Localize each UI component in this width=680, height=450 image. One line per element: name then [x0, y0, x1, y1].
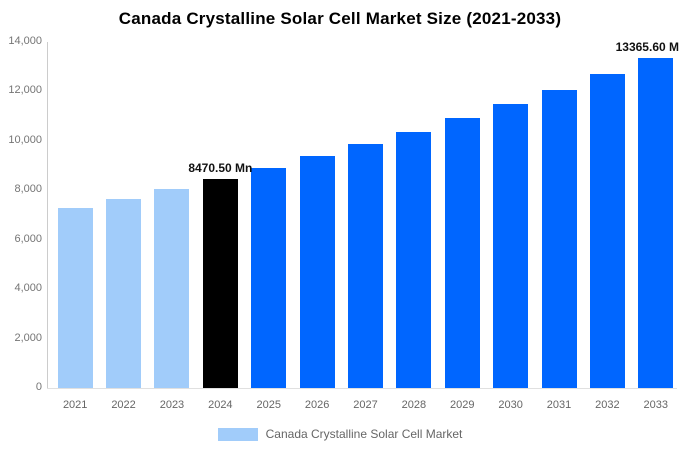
- y-tick-0: 0: [35, 381, 42, 393]
- bar-2031[interactable]: [541, 89, 577, 388]
- y-tick-6000: 6,000: [14, 232, 42, 245]
- legend-swatch[interactable]: [217, 427, 258, 441]
- x-tick-2024: 2024: [208, 399, 233, 411]
- value-label-2024: 8470.50 Mn: [188, 160, 253, 175]
- bar-2029[interactable]: [444, 118, 480, 388]
- y-tick-14000: 14,000: [8, 35, 42, 47]
- bar-2026[interactable]: [299, 156, 335, 388]
- x-tick-2033: 2033: [643, 399, 669, 411]
- x-tick-2022: 2022: [111, 399, 136, 411]
- x-tick-2027: 2027: [353, 399, 378, 411]
- bar-2027[interactable]: [348, 144, 383, 388]
- y-axis-line: [47, 42, 48, 388]
- x-tick-2032: 2032: [595, 399, 620, 411]
- bar-2032[interactable]: [589, 74, 625, 388]
- x-tick-2021: 2021: [62, 399, 88, 411]
- chart-title: Canada Crystalline Solar Cell Market Siz…: [118, 9, 562, 28]
- y-tick-12000: 12,000: [8, 84, 42, 97]
- x-axis-line: [47, 388, 677, 389]
- legend-label[interactable]: Canada Crystalline Solar Cell Market: [265, 427, 463, 441]
- bar-2033[interactable]: [638, 57, 674, 388]
- bar-2022[interactable]: [106, 198, 142, 388]
- legend: Canada Crystalline Solar Cell Market: [0, 427, 680, 441]
- bar-2024[interactable]: [202, 178, 238, 388]
- y-tick-2000: 2,000: [14, 331, 42, 344]
- bar-2030[interactable]: [493, 104, 529, 388]
- x-tick-2030: 2030: [498, 399, 523, 411]
- value-label-2033: 13365.60 M: [615, 39, 679, 54]
- x-tick-2031: 2031: [546, 399, 572, 411]
- bar-2021[interactable]: [57, 208, 93, 388]
- x-tick-2023: 2023: [159, 399, 185, 411]
- y-tick-10000: 10,000: [8, 133, 42, 146]
- bar-2023[interactable]: [154, 189, 190, 388]
- x-tick-2025: 2025: [256, 399, 281, 411]
- y-tick-4000: 4,000: [14, 282, 42, 295]
- x-tick-2029: 2029: [450, 399, 475, 411]
- bar-2025[interactable]: [251, 167, 287, 388]
- x-tick-2026: 2026: [304, 399, 330, 411]
- x-tick-2028: 2028: [401, 399, 427, 411]
- bar-2028[interactable]: [396, 131, 432, 388]
- y-tick-8000: 8,000: [14, 183, 42, 196]
